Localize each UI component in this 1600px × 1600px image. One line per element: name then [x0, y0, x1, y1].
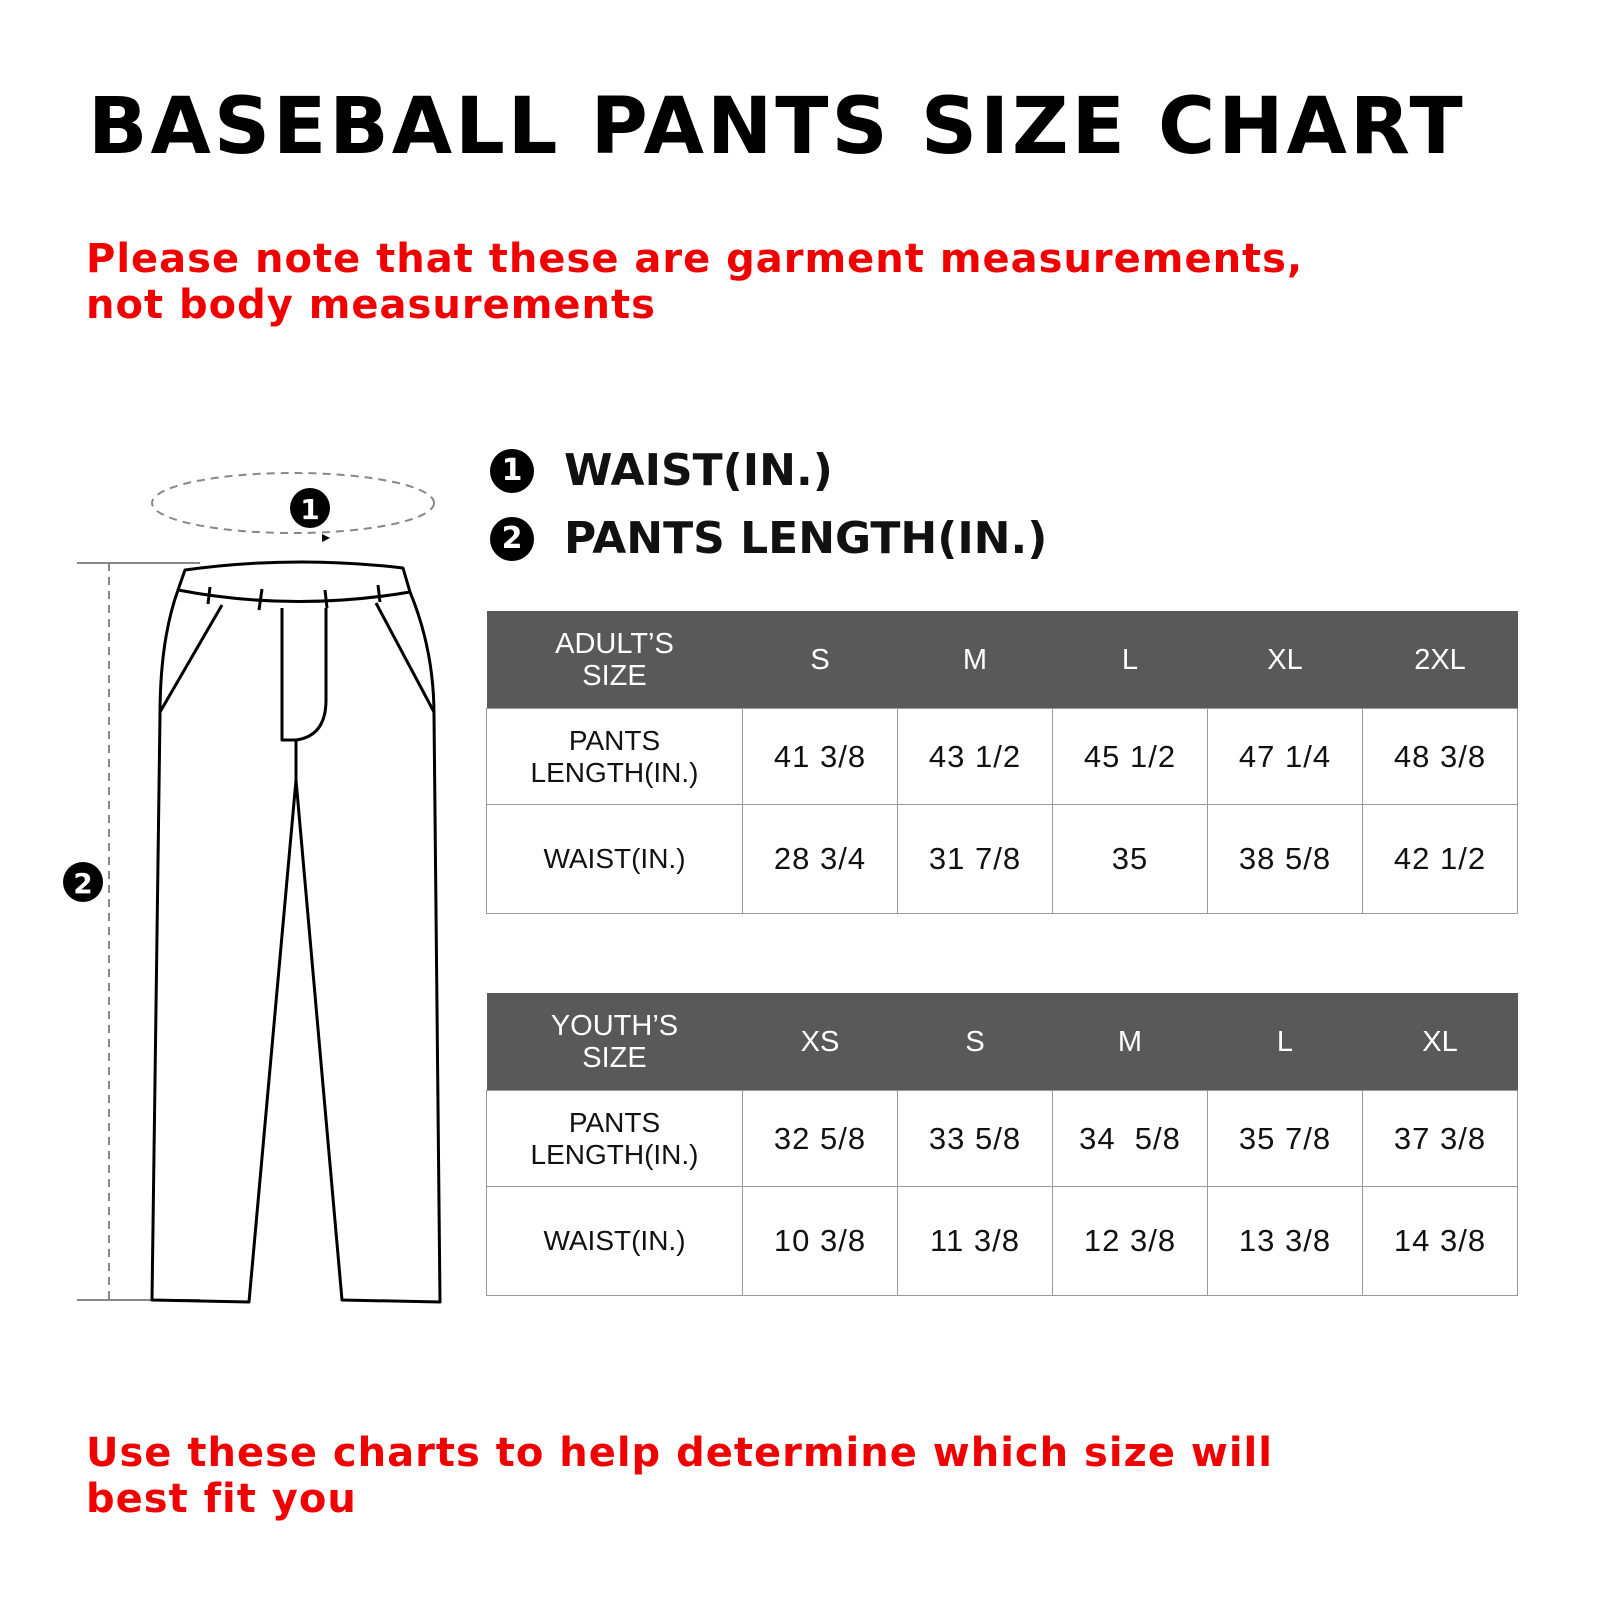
- size-header: M: [897, 611, 1053, 709]
- size-header: XL: [1207, 611, 1363, 709]
- table-cell: 12 3/8: [1052, 1186, 1208, 1296]
- legend-label: WAIST(IN.): [564, 445, 833, 496]
- size-header: XS: [742, 993, 898, 1091]
- table-header-row: YOUTH’S SIZE XS S M L XL: [486, 993, 1518, 1091]
- row-label: WAIST(IN.): [486, 1186, 743, 1296]
- table-cell: 41 3/8: [742, 708, 898, 805]
- table-row: WAIST(IN.) 10 3/8 11 3/8 12 3/8 13 3/8 1…: [486, 1186, 1518, 1296]
- table-cell: 32 5/8: [742, 1090, 898, 1187]
- table-cell: 13 3/8: [1207, 1186, 1363, 1296]
- table-cell: 28 3/4: [742, 804, 898, 914]
- table-cell: 31 7/8: [897, 804, 1053, 914]
- size-header: S: [742, 611, 898, 709]
- adult-size-table: ADULT’S SIZE S M L XL 2XL PANTS LENGTH(IN.…: [486, 611, 1518, 914]
- table-cell: 33 5/8: [897, 1090, 1053, 1187]
- size-header: L: [1207, 993, 1363, 1091]
- garment-note: Please note that these are garment measu…: [86, 236, 1304, 328]
- legend-pants-length: 2 PANTS LENGTH(IN.): [490, 513, 1047, 564]
- table-cell: 35: [1052, 804, 1208, 914]
- waist-measure-ellipse: [151, 472, 435, 534]
- header-label: ADULT’S SIZE: [486, 611, 743, 709]
- row-label: PANTS LENGTH(IN.): [486, 708, 743, 805]
- size-header: S: [897, 993, 1053, 1091]
- table-cell: 47 1/4: [1207, 708, 1363, 805]
- table-cell: 38 5/8: [1207, 804, 1363, 914]
- table-row: WAIST(IN.) 28 3/4 31 7/8 35 38 5/8 42 1/…: [486, 804, 1518, 914]
- number-2-icon: 2: [490, 516, 534, 561]
- legend-waist: 1 WAIST(IN.): [490, 445, 833, 496]
- row-label: WAIST(IN.): [486, 804, 743, 914]
- table-cell: 43 1/2: [897, 708, 1053, 805]
- table-row: PANTS LENGTH(IN.) 32 5/8 33 5/8 34 5/8 35…: [486, 1090, 1518, 1187]
- size-header: XL: [1362, 993, 1518, 1091]
- legend-label: PANTS LENGTH(IN.): [564, 513, 1048, 564]
- size-header: 2XL: [1362, 611, 1518, 709]
- table-cell: 10 3/8: [742, 1186, 898, 1296]
- number-1-icon: 1: [490, 448, 534, 493]
- table-cell: 37 3/8: [1362, 1090, 1518, 1187]
- header-label: YOUTH’S SIZE: [486, 993, 743, 1091]
- table-header-row: ADULT’S SIZE S M L XL 2XL: [486, 611, 1518, 709]
- fit-note: Use these charts to help determine which…: [86, 1430, 1273, 1522]
- table-cell: 14 3/8: [1362, 1186, 1518, 1296]
- row-label: PANTS LENGTH(IN.): [486, 1090, 743, 1187]
- table-cell: 48 3/8: [1362, 708, 1518, 805]
- table-cell: 11 3/8: [897, 1186, 1053, 1296]
- length-marker-icon: [63, 862, 103, 902]
- table-cell: 42 1/2: [1362, 804, 1518, 914]
- youth-size-table: YOUTH’S SIZE XS S M L XL PANTS LENGTH(IN.)…: [486, 993, 1518, 1296]
- table-cell: 34 5/8: [1052, 1090, 1208, 1187]
- svg-text:2: 2: [73, 867, 92, 900]
- pants-diagram: 1 2: [63, 472, 442, 1304]
- page-title: BASEBALL PANTS SIZE CHART: [88, 82, 1466, 172]
- table-cell: 45 1/2: [1052, 708, 1208, 805]
- size-header: L: [1052, 611, 1208, 709]
- table-row: PANTS LENGTH(IN.) 41 3/8 43 1/2 45 1/2 47…: [486, 708, 1518, 805]
- size-header: M: [1052, 993, 1208, 1091]
- svg-text:1: 1: [300, 493, 319, 526]
- waist-marker-icon: [290, 488, 330, 528]
- table-cell: 35 7/8: [1207, 1090, 1363, 1187]
